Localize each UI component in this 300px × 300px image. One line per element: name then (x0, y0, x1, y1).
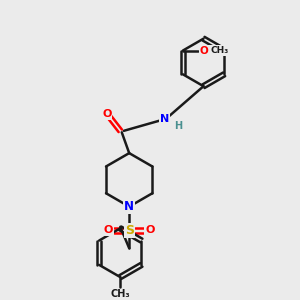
Text: CH₃: CH₃ (211, 46, 229, 55)
Text: H: H (174, 122, 182, 131)
Text: O: O (104, 225, 113, 236)
Text: N: N (124, 200, 134, 213)
Text: O: O (200, 46, 209, 56)
Text: O: O (102, 110, 112, 119)
Text: O: O (145, 225, 155, 236)
Text: CH₃: CH₃ (110, 289, 130, 299)
Text: S: S (125, 224, 134, 237)
Text: N: N (160, 114, 170, 124)
